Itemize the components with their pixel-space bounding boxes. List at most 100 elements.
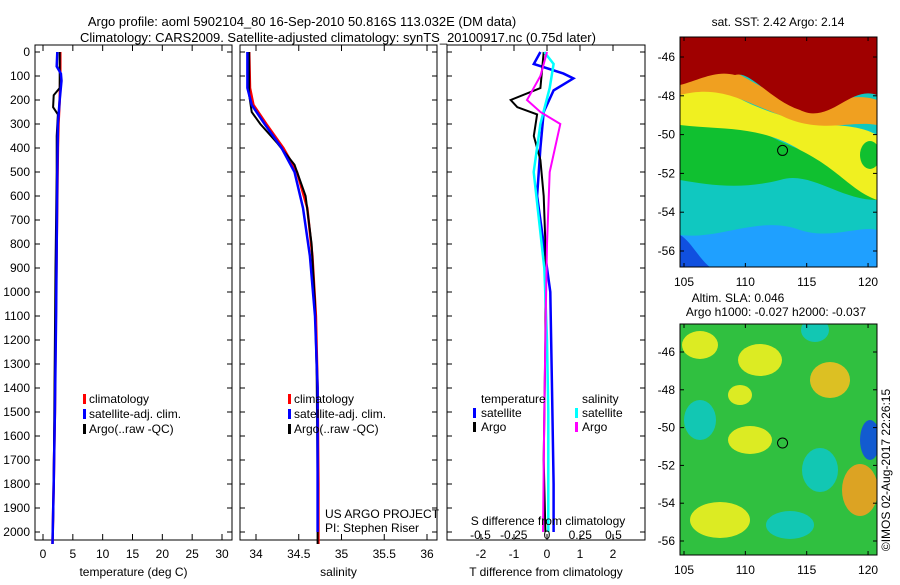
legend-title-salinity: salinity — [582, 392, 619, 406]
x-tick-label: 34 — [249, 547, 263, 561]
field-green — [680, 120, 877, 200]
field-yellow — [680, 79, 877, 200]
y-tick-label: -50 — [658, 421, 676, 435]
legend-swatch — [83, 424, 86, 434]
field-patch — [728, 426, 772, 454]
legend-swatch — [473, 408, 476, 418]
y-tick-label: -50 — [658, 128, 676, 142]
x-tick-label: 20 — [156, 547, 170, 561]
y-tick-label: 1800 — [3, 477, 30, 491]
x-tick-label: 110 — [736, 275, 755, 289]
x-tick-label: 35 — [335, 547, 349, 561]
x-tick-label: 34.5 — [287, 547, 311, 561]
y-tick-label: 1700 — [3, 453, 30, 467]
x-tick-label: 25 — [185, 547, 199, 561]
legend-label: satellite — [481, 406, 522, 420]
y-tick-label: 1900 — [3, 501, 30, 515]
legend-title-temperature: temperature — [481, 392, 546, 406]
field-dark-red — [680, 37, 877, 114]
x2-tick-label: 0 — [544, 528, 551, 542]
plot-frame — [239, 44, 438, 541]
series-line-salinity-argo — [525, 51, 562, 533]
map-field — [680, 324, 877, 555]
y-tick-label: 600 — [10, 189, 30, 203]
panel-sla_map: 105 110 115 120 -46 -48 -50 -52 -54 -56 Altim. SLA… — [658, 291, 879, 577]
field-patch — [860, 420, 877, 460]
plot-frame — [34, 44, 233, 541]
legend-swatch — [575, 408, 578, 418]
y-tick-label: -52 — [658, 458, 676, 472]
panel-salinity: 34 34.5 35 35.5 36 salinity climatologysatelli… — [239, 44, 440, 579]
y-tick-label: 500 — [10, 165, 30, 179]
field-blue — [680, 225, 877, 267]
x2-axis-label: S difference from climatology — [471, 514, 626, 528]
y-tick-label: 0 — [23, 45, 30, 59]
map-subtitle: Argo h1000: -0.027 h2000: -0.037 — [686, 305, 866, 319]
legend-label: Argo(..raw -QC) — [294, 422, 379, 436]
x-tick-label: 10 — [96, 547, 110, 561]
field-patch — [802, 448, 838, 492]
argo-position-marker — [777, 144, 789, 156]
field-patch — [842, 464, 877, 516]
legend-label: climatology — [89, 392, 149, 406]
legend-swatch — [83, 409, 86, 419]
field-green-patch — [860, 141, 877, 169]
x-tick-label: 105 — [674, 275, 694, 289]
map-title: sat. SST: 2.42 Argo: 2.14 — [712, 15, 845, 29]
y-tick-label: -48 — [658, 383, 676, 397]
y-tick-label: 1400 — [3, 381, 30, 395]
y-tick-label: -54 — [658, 496, 676, 510]
map-frame — [679, 36, 878, 268]
project-annotation: US ARGO PROJECT — [325, 507, 440, 521]
figure-title-line1: Argo profile: aoml 5902104_80 16-Sep-201… — [88, 14, 516, 29]
panel-temperature: 0 5 10 15 20 25 30 temperature (deg C) 0 100 200 30… — [3, 44, 233, 579]
series-line-satellite-adj-clim- — [51, 51, 63, 545]
legend-label: satellite-adj. clim. — [89, 407, 181, 421]
y-tick-label: 800 — [10, 237, 30, 251]
x-axis-label: T difference from climatology — [469, 565, 623, 579]
x-axis-label: temperature (deg C) — [79, 565, 187, 579]
y-tick-label: -56 — [658, 244, 676, 258]
y-tick-label: 300 — [10, 117, 30, 131]
x-tick-label: 105 — [674, 563, 694, 577]
y-tick-label: -54 — [658, 205, 676, 219]
y-tick-label: -46 — [658, 345, 676, 359]
field-patch — [728, 385, 752, 405]
x-tick-label: -1 — [509, 547, 520, 561]
x-tick-label: 0 — [40, 547, 47, 561]
y-tick-label: 400 — [10, 141, 30, 155]
legend-label: Argo(..raw -QC) — [89, 422, 174, 436]
x-tick-label: 1 — [577, 547, 584, 561]
x-tick-label: 120 — [858, 563, 878, 577]
series-line-temperature-satellite — [531, 51, 577, 532]
field-patch — [682, 331, 718, 359]
panel-sst_map: 105 110 115 120 -46 -48 -50 -52 -54 -56 sat. SST: … — [658, 15, 879, 289]
x-tick-label: 0 — [544, 547, 551, 561]
x-tick-label: 115 — [797, 563, 816, 577]
legend-swatch — [288, 409, 291, 419]
y-tick-label: 200 — [10, 93, 30, 107]
field-patch — [690, 502, 750, 538]
map-field — [680, 37, 877, 267]
x-tick-label: 30 — [215, 547, 229, 561]
x-tick-label: 15 — [126, 547, 140, 561]
y-tick-label: 1000 — [3, 285, 30, 299]
legend-label: climatology — [294, 392, 354, 406]
series-line-salinity-satellite — [532, 51, 555, 532]
legend-swatch — [83, 394, 86, 404]
y-tick-label: -46 — [658, 50, 676, 64]
series-line-satellite-adj-clim- — [246, 52, 319, 532]
legend-label: Argo — [582, 420, 608, 434]
legend-label: satellite-adj. clim. — [294, 407, 386, 421]
project-annotation: PI: Stephen Riser — [325, 521, 419, 535]
y-tick-label: -52 — [658, 166, 676, 180]
x-tick-label: -2 — [476, 547, 487, 561]
y-tick-label: 1100 — [4, 309, 30, 323]
x-tick-label: 2 — [610, 547, 617, 561]
legend-label: satellite — [582, 406, 623, 420]
x-tick-label: 110 — [736, 563, 755, 577]
x-axis-label: salinity — [320, 565, 357, 579]
y-tick-label: -56 — [658, 534, 676, 548]
figure-title-line2: Climatology: CARS2009. Satellite-adjuste… — [80, 30, 596, 45]
